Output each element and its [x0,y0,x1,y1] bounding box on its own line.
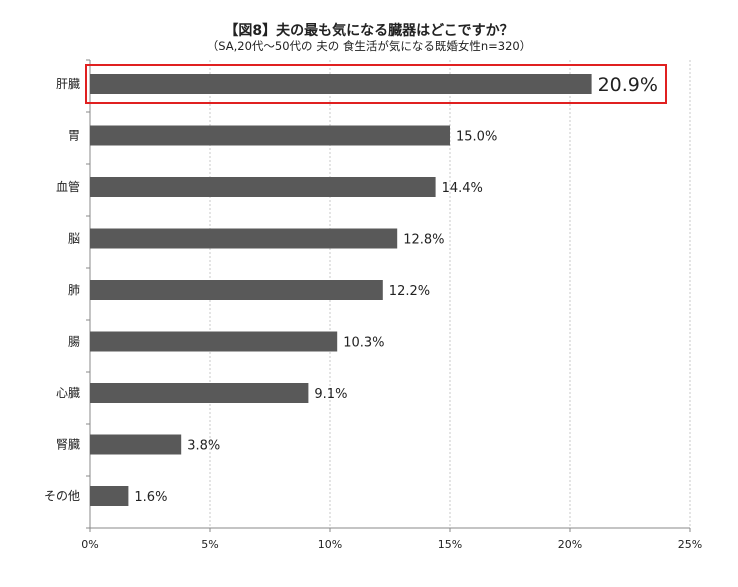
x-tick-label: 0% [81,538,98,551]
chart-title: 【図8】夫の最も気になる臓器はどこですか？ [224,23,514,39]
bar-7 [90,434,182,455]
x-tick-label: 5% [201,538,218,551]
data-label: 1.6% [134,490,167,505]
data-label: 3.8% [187,439,220,454]
data-label: 9.1% [314,387,347,402]
bar-0 [90,74,592,94]
category-label: 脳 [68,232,80,246]
highlight-box [85,64,667,104]
category-label: その他 [44,489,80,503]
bar-5 [90,331,338,352]
category-label: 肺 [68,283,80,297]
category-label: 心臓 [56,386,80,400]
bar-6 [90,383,309,403]
bar-1 [90,125,450,146]
data-label: 10.3% [343,336,384,351]
x-tick-label: 25% [678,538,702,551]
category-label: 腎臓 [56,438,80,452]
data-label: 20.9% [598,74,658,96]
bar-3 [90,228,398,249]
x-tick-label: 20% [558,538,582,551]
bar-8 [90,486,129,506]
category-label: 肝臓 [56,77,80,91]
category-label: 胃 [68,129,80,143]
x-tick-label: 10% [318,538,342,551]
category-label: 腸 [68,335,80,349]
bar-2 [90,177,436,197]
category-label: 血管 [56,179,80,194]
x-tick-label: 15% [438,538,462,551]
chart-subtitle: （SA,20代～50代の 夫の 食生活が気になる既婚女性n=320） [206,39,532,53]
data-label: 15.0% [456,130,497,145]
data-label: 12.2% [389,284,430,299]
bar-4 [90,280,383,300]
data-label: 12.8% [403,233,444,248]
data-label: 14.4% [442,181,483,196]
